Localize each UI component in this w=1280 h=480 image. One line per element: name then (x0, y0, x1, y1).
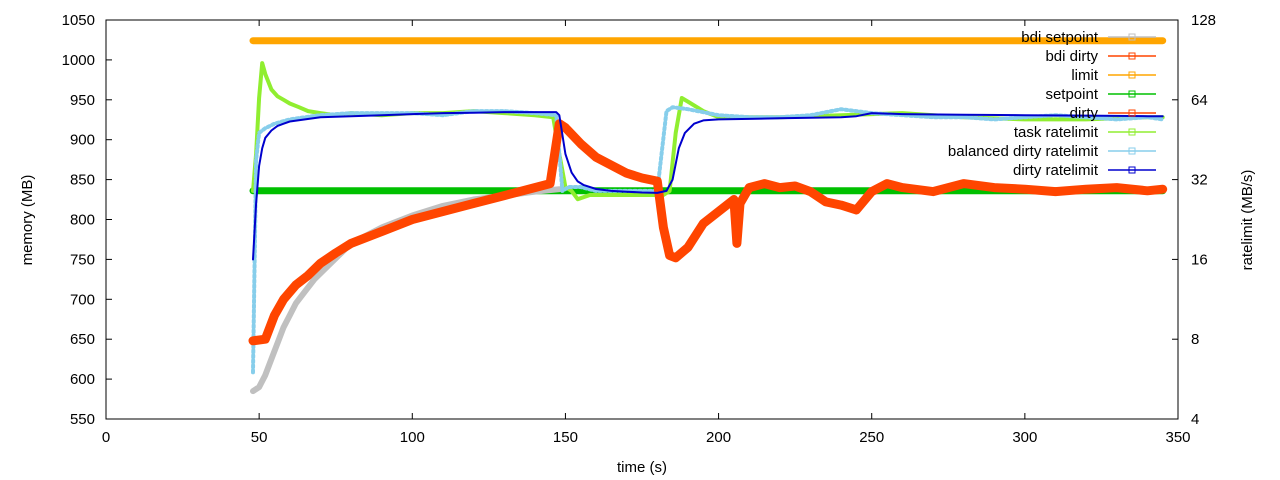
legend-label: task ratelimit (1014, 124, 1099, 141)
x-tick-label: 200 (706, 429, 731, 446)
legend-label: dirty (1070, 105, 1099, 122)
legend-marker (1128, 147, 1136, 155)
x-tick-label: 0 (102, 429, 110, 446)
y2-tick-label: 16 (1191, 251, 1208, 268)
x-tick-label: 100 (400, 429, 425, 446)
legend-marker (1128, 128, 1136, 136)
series-layer (248, 37, 1168, 395)
y2-tick-label: 4 (1191, 411, 1199, 428)
x-tick-label: 350 (1165, 429, 1190, 446)
y-tick-label: 850 (70, 172, 95, 189)
legend-marker (1128, 166, 1136, 174)
y2-tick-label: 64 (1191, 92, 1208, 109)
legend-label: setpoint (1045, 86, 1098, 103)
y2-tick-label: 32 (1191, 172, 1208, 189)
y-tick-label: 1050 (62, 12, 95, 29)
y-tick-label: 600 (70, 371, 95, 388)
y-tick-label: 700 (70, 291, 95, 308)
legend-marker (1128, 71, 1136, 79)
legend-label: bdi dirty (1045, 48, 1098, 65)
y-axis-label: memory (MB) (19, 175, 36, 266)
y-tick-label: 550 (70, 411, 95, 428)
x-tick-label: 250 (859, 429, 884, 446)
legend-label: bdi setpoint (1021, 29, 1099, 46)
legend-marker (1128, 90, 1136, 98)
y-tick-label: 900 (70, 132, 95, 149)
y-tick-label: 1000 (62, 52, 95, 69)
series-dirty-ratelimit (252, 111, 1164, 261)
x-tick-label: 50 (251, 429, 268, 446)
y-tick-label: 950 (70, 92, 95, 109)
y-tick-label: 750 (70, 251, 95, 268)
y2-axis-label: ratelimit (MB/s) (1239, 170, 1256, 271)
y2-tick-label: 8 (1191, 331, 1199, 348)
series-dirty (248, 119, 1168, 346)
legend: bdi setpoint bdi dirty limit setpoint dirty t… (948, 29, 1156, 179)
legend-label: dirty ratelimit (1013, 162, 1099, 179)
y-tick-label: 650 (70, 331, 95, 348)
ticks-layer: 0 50 100 150 200 250 300 350 550 600 650 700 750 800 8… (62, 12, 1216, 446)
x-tick-label: 300 (1012, 429, 1037, 446)
y-tick-label: 800 (70, 212, 95, 229)
x-tick-label: 150 (553, 429, 578, 446)
legend-label: limit (1071, 67, 1098, 84)
x-axis-label: time (s) (617, 459, 667, 476)
legend-marker (1128, 52, 1136, 60)
legend-marker (1128, 33, 1136, 41)
y2-tick-label: 128 (1191, 12, 1216, 29)
legend-label: balanced dirty ratelimit (948, 143, 1099, 160)
legend-marker (1128, 109, 1136, 117)
